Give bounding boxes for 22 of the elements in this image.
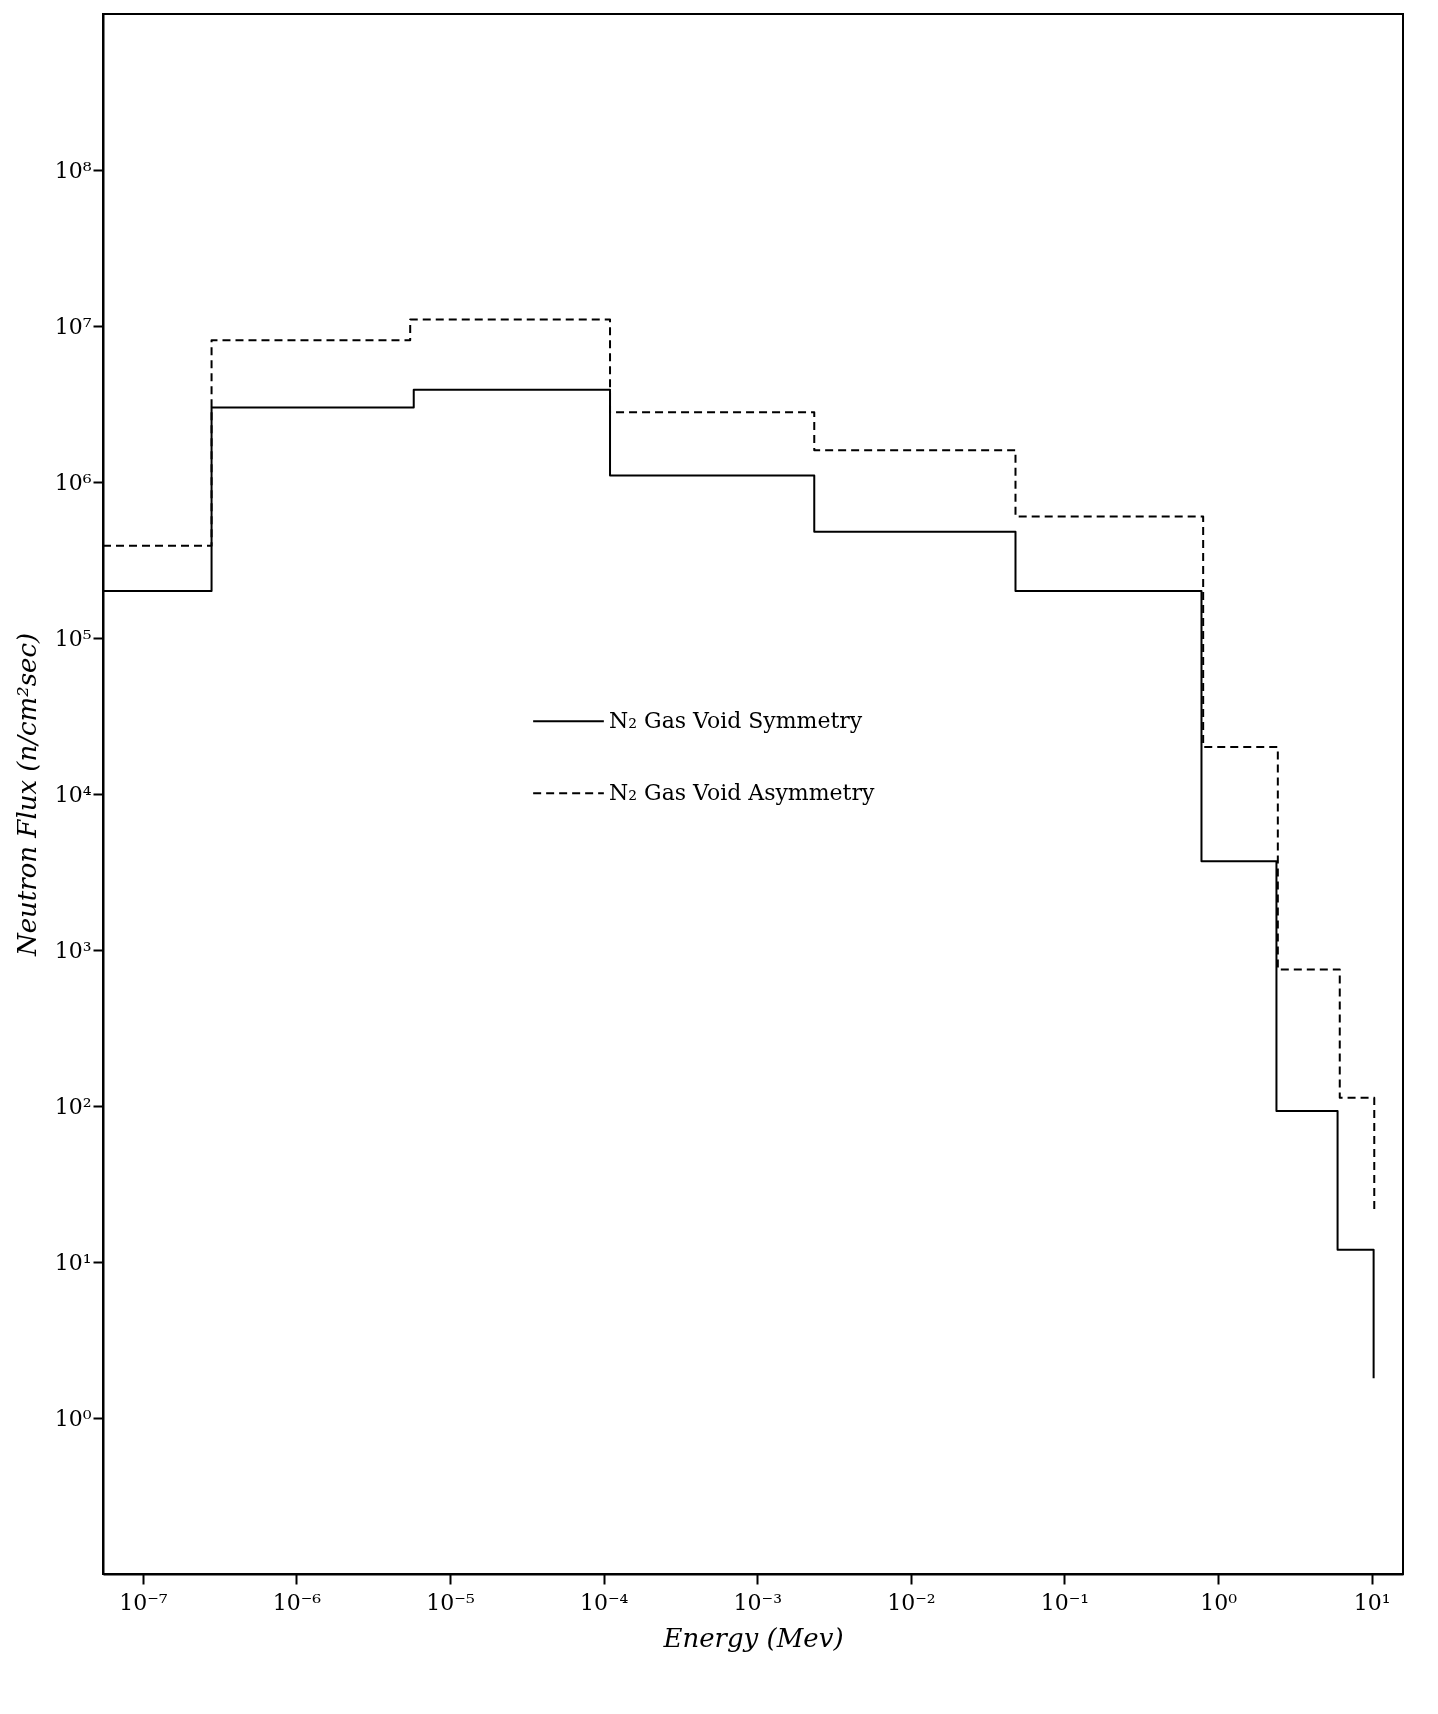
x-tick-label: 10⁻⁶	[272, 1589, 322, 1615]
y-tick-label: 10⁷	[54, 313, 92, 339]
y-tick-label: 10⁰	[54, 1405, 92, 1431]
x-tick-label: 10⁻¹	[1040, 1589, 1090, 1615]
y-tick-label: 10⁸	[54, 157, 92, 183]
x-tick-label: 10¹	[1353, 1589, 1391, 1615]
x-tick-label: 10⁻²	[887, 1589, 936, 1615]
y-tick-label: 10¹	[54, 1249, 92, 1275]
x-tick-label: 10⁻³	[733, 1589, 782, 1615]
x-axis-title: Energy (Mev)	[662, 1622, 844, 1653]
legend-label: N₂ Gas Void Asymmetry	[609, 780, 875, 806]
y-tick-label: 10³	[54, 937, 92, 963]
y-axis-title: Neutron Flux (n/cm²sec)	[11, 632, 42, 958]
y-tick-label: 10⁶	[54, 469, 92, 495]
x-tick-label: 10⁻⁵	[426, 1589, 475, 1615]
x-tick-label: 10⁰	[1200, 1589, 1238, 1615]
y-tick-label: 10⁵	[54, 625, 92, 651]
x-tick-label: 10⁻⁴	[579, 1589, 629, 1615]
legend-label: N₂ Gas Void Symmetry	[609, 708, 863, 734]
y-tick-label: 10²	[54, 1093, 92, 1119]
x-tick-label: 10⁻⁷	[119, 1589, 168, 1615]
y-tick-label: 10⁴	[54, 781, 92, 807]
